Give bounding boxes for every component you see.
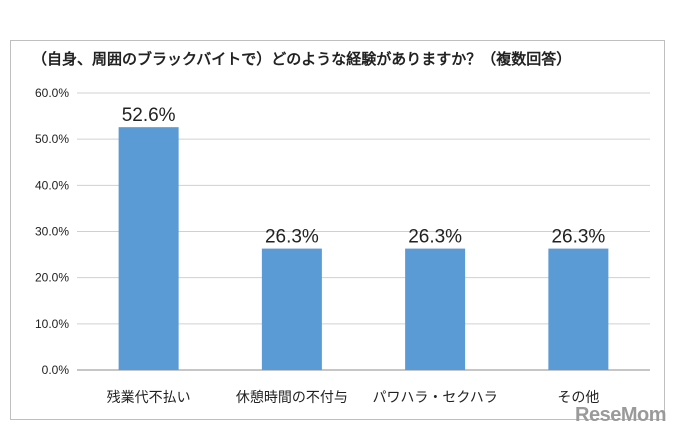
y-tick-label: 30.0% [35, 225, 69, 239]
y-tick-label: 50.0% [35, 132, 69, 146]
value-labels: 52.6% 26.3% 26.3% 26.3% [122, 105, 606, 247]
bar-value-label: 26.3% [265, 227, 319, 248]
bar-value-label: 26.3% [551, 227, 605, 248]
category-label: 休憩時間の不付与 [236, 389, 348, 406]
bar [548, 248, 609, 370]
y-tick-label: 60.0% [35, 86, 69, 100]
category-label: 残業代不払い [107, 390, 191, 406]
bar [118, 127, 179, 370]
x-axis-categories: 残業代不払い 休憩時間の不付与 パワハラ・セクハラ その他 [107, 389, 600, 406]
bar [261, 248, 322, 370]
bars [118, 127, 609, 370]
y-axis-ticks: 0.0% 10.0% 20.0% 30.0% 40.0% 50.0% 60.0% [35, 86, 69, 377]
resemom-watermark: ReseMom [575, 404, 666, 426]
chart-title: （自身、周囲のブラックバイトで）どのような経験がありますか？（複数回答） [32, 50, 572, 68]
bar-value-label: 26.3% [408, 227, 462, 248]
bar [405, 248, 466, 370]
category-label: その他 [557, 390, 599, 406]
bar-value-label: 52.6% [122, 105, 176, 126]
y-tick-label: 0.0% [42, 363, 70, 377]
y-tick-label: 10.0% [35, 317, 69, 331]
y-tick-label: 40.0% [35, 178, 69, 192]
y-tick-label: 20.0% [35, 271, 69, 285]
category-label: パワハラ・セクハラ [373, 390, 498, 406]
